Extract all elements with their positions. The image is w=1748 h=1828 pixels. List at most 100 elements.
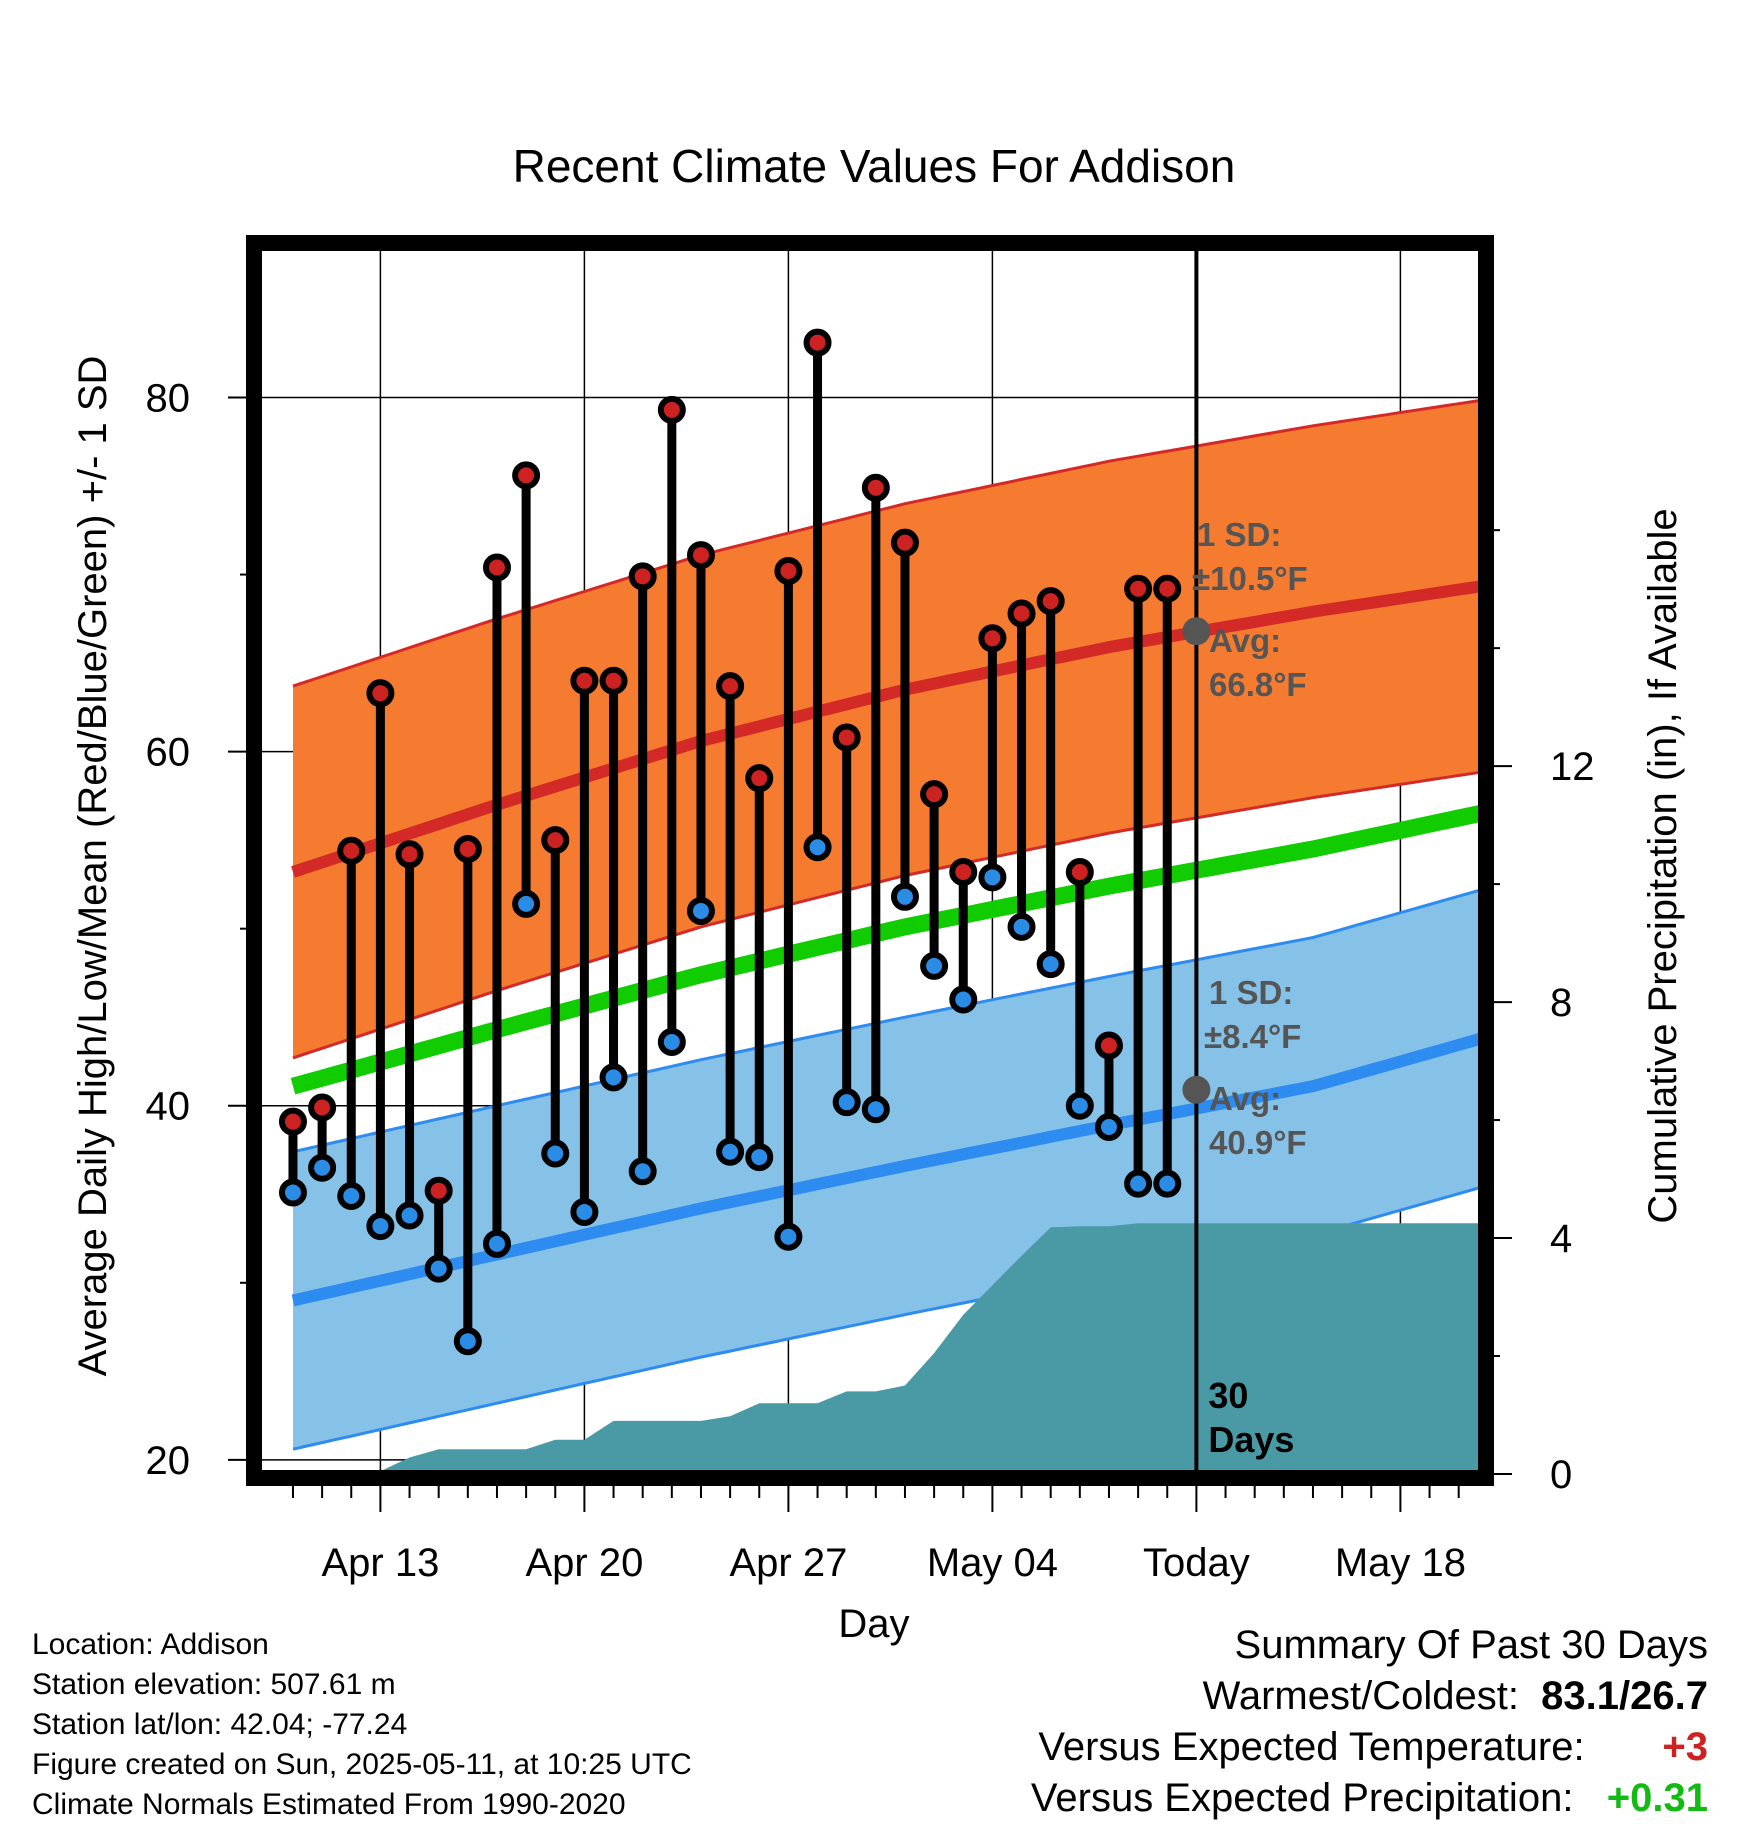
elevation-text: Station elevation: 507.61 m [32,1668,396,1701]
y-tick-label: 40 [146,1085,191,1129]
plot-frame [246,235,1494,1486]
x-axis-ticks: Apr 13 Apr 20 Apr 27 May 04 Today May 18 [291,1486,1466,1585]
low-temp-point [278,1178,307,1207]
low-temp-point [920,951,949,980]
normal-mean-line [290,804,1482,1095]
x-axis-label: Day [838,1602,909,1646]
normal-high-line [291,580,1482,878]
low-temp-point [482,1229,511,1258]
low-temp-point [745,1143,774,1172]
low-temp-point [978,863,1007,892]
y-axis-ticks: 20 40 60 80 [146,376,254,1483]
low-temp-point [1094,1112,1123,1141]
low-temp-point [424,1254,453,1283]
low-temp-point [570,1197,599,1226]
x-tick-label: Today [1143,1541,1250,1585]
today-days-label-1: 30 [1208,1375,1248,1416]
daily-range-bars [278,328,1182,1356]
latlon-text: Station lat/lon: 42.04; -77.24 [32,1708,408,1741]
high-temp-point [1124,574,1153,603]
low-temp-point [686,896,715,925]
high-temp-point [1094,1031,1123,1060]
location-text: Location: Addison [32,1628,269,1661]
high-avg-label: Avg: [1209,622,1281,659]
high-temp-point [628,562,657,591]
low-temp-point [1007,912,1036,941]
x-tick-label: Apr 13 [321,1541,439,1585]
high-band-lower-edge [292,770,1482,1060]
high-temp-point [1153,574,1182,603]
high-temp-point [774,557,803,586]
high-temp-point [1007,599,1036,628]
low-temp-point [453,1327,482,1356]
low-temp-point [1153,1169,1182,1198]
low-temp-point [337,1182,366,1211]
low-temp-point [541,1139,570,1168]
low-avg-value: 40.9°F [1209,1124,1307,1161]
high-temp-point [949,858,978,887]
precipitation-area [351,1223,1482,1474]
high-temp-point [570,666,599,695]
summary-heading: Summary Of Past 30 Days [1234,1623,1708,1667]
high-temp-point [1065,858,1094,887]
low-temp-point [832,1088,861,1117]
high-temp-point [599,666,628,695]
high-temp-point [1036,587,1065,616]
y-tick-label: 80 [146,376,191,420]
normal-bands [290,398,1482,1451]
high-temp-point [745,764,774,793]
precip-departure-row: Versus Expected Precipitation: +0.31 [1031,1773,1708,1824]
high-temp-point [424,1176,453,1205]
created-text: Figure created on Sun, 2025-05-11, at 10… [32,1748,692,1781]
low-temp-point [512,889,541,918]
low-temp-point [1124,1169,1153,1198]
high-temp-point [453,834,482,863]
high-temp-point [541,826,570,855]
temp-departure-label: Versus Expected Temperature: [1038,1725,1585,1769]
high-temp-point [920,780,949,809]
high-temp-point [716,672,745,701]
low-temp-point [657,1027,686,1056]
high-temp-point [366,679,395,708]
x-tick-label: May 04 [927,1541,1058,1585]
high-temp-point [657,395,686,424]
low-temp-point [1065,1091,1094,1120]
high-temp-point [308,1093,337,1122]
low-avg-label: Avg: [1209,1080,1281,1117]
low-temp-point [366,1212,395,1241]
low-temp-point [949,985,978,1014]
low-temp-point [803,833,832,862]
y-axis-label: Average Daily High/Low/Mean (Red/Blue/Gr… [71,356,115,1377]
high-temp-point [482,553,511,582]
high-temp-point [832,723,861,752]
high-temp-point [278,1107,307,1136]
high-temp-point [890,528,919,557]
chart-title: Recent Climate Values For Addison [513,140,1236,192]
y2-tick-label: 12 [1550,745,1595,789]
high-temp-point [686,541,715,570]
normals-period-text: Climate Normals Estimated From 1990-2020 [32,1788,626,1821]
warm-cold-label: Warmest/Coldest: [1202,1674,1519,1718]
normal-annotations: 1 SD: ±10.5°F Avg: 66.8°F 1 SD: ±8.4°F Avg: 40.… [1182,516,1308,1161]
y-tick-label: 60 [146,731,191,775]
high-avg-marker [1182,617,1211,646]
low-temp-point [774,1222,803,1251]
y2-tick-label: 8 [1550,981,1572,1025]
precip-departure-value: +0.31 [1606,1776,1708,1820]
today-days-label-2: Days [1208,1419,1294,1460]
low-temp-point [890,882,919,911]
y2-tick-label: 0 [1550,1453,1572,1497]
low-temp-point [861,1095,890,1124]
high-avg-value: 66.8°F [1209,666,1307,703]
high-sd-label: 1 SD: [1197,516,1281,553]
low-temp-point [599,1063,628,1092]
low-sd-value: ±8.4°F [1204,1018,1301,1055]
y2-tick-label: 4 [1550,1217,1572,1261]
high-temp-point [395,840,424,869]
high-temp-point [861,473,890,502]
high-temp-point [803,328,832,357]
x-tick-label: Apr 27 [729,1541,847,1585]
low-avg-marker [1182,1075,1211,1104]
precip-departure-label: Versus Expected Precipitation: [1030,1776,1574,1820]
